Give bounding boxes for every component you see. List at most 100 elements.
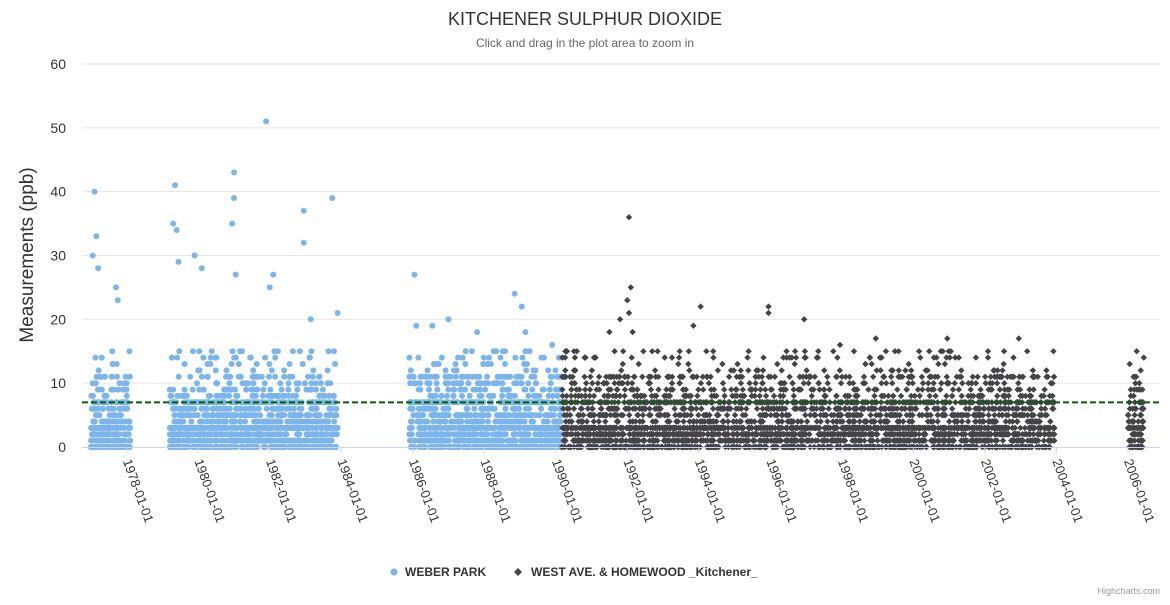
data-point-weber-park[interactable] <box>475 438 481 444</box>
data-point-weber-park[interactable] <box>90 380 96 386</box>
data-point-weber-park[interactable] <box>192 253 198 259</box>
data-point-weber-park[interactable] <box>420 431 426 437</box>
data-point-weber-park[interactable] <box>492 431 498 437</box>
data-point-weber-park[interactable] <box>412 272 418 278</box>
data-point-weber-park[interactable] <box>484 361 490 367</box>
data-point-weber-park[interactable] <box>95 265 101 271</box>
data-point-weber-park[interactable] <box>544 438 550 444</box>
data-point-weber-park[interactable] <box>408 431 414 437</box>
data-point-weber-park[interactable] <box>507 412 513 418</box>
data-point-weber-park[interactable] <box>446 316 452 322</box>
data-point-weber-park[interactable] <box>114 361 120 367</box>
data-point-weber-park[interactable] <box>93 438 99 444</box>
data-point-weber-park[interactable] <box>205 438 211 444</box>
data-point-weber-park[interactable] <box>475 380 481 386</box>
data-point-weber-park[interactable] <box>197 438 203 444</box>
data-point-weber-park[interactable] <box>408 367 414 373</box>
data-point-weber-park[interactable] <box>499 419 505 425</box>
data-point-weber-park[interactable] <box>209 425 215 431</box>
data-point-weber-park[interactable] <box>263 118 269 124</box>
data-point-weber-park[interactable] <box>256 438 262 444</box>
data-point-weber-park[interactable] <box>320 387 326 393</box>
data-point-weber-park[interactable] <box>287 361 293 367</box>
data-point-weber-park[interactable] <box>309 348 315 354</box>
data-point-weber-park[interactable] <box>497 425 503 431</box>
data-point-weber-park[interactable] <box>424 419 430 425</box>
data-point-weber-park[interactable] <box>247 355 253 361</box>
data-point-weber-park[interactable] <box>409 419 415 425</box>
data-point-weber-park[interactable] <box>124 380 130 386</box>
data-point-weber-park[interactable] <box>469 348 475 354</box>
data-point-weber-park[interactable] <box>304 412 310 418</box>
data-point-weber-park[interactable] <box>282 393 288 399</box>
data-point-weber-park[interactable] <box>199 265 205 271</box>
data-point-weber-park[interactable] <box>176 348 182 354</box>
data-point-weber-park[interactable] <box>277 438 283 444</box>
data-point-weber-park[interactable] <box>177 412 183 418</box>
data-point-weber-park[interactable] <box>222 419 228 425</box>
data-point-weber-park[interactable] <box>470 425 476 431</box>
data-point-weber-park[interactable] <box>319 419 325 425</box>
data-point-weber-park[interactable] <box>236 374 242 380</box>
data-point-weber-park[interactable] <box>502 361 508 367</box>
data-point-weber-park[interactable] <box>520 355 526 361</box>
data-point-weber-park[interactable] <box>525 380 531 386</box>
data-point-weber-park[interactable] <box>125 425 131 431</box>
data-point-weber-park[interactable] <box>538 431 544 437</box>
data-point-weber-park[interactable] <box>115 297 121 303</box>
data-point-weber-park[interactable] <box>517 419 523 425</box>
data-point-weber-park[interactable] <box>406 355 412 361</box>
data-point-weber-park[interactable] <box>446 431 452 437</box>
data-point-weber-park[interactable] <box>290 348 296 354</box>
data-point-weber-park[interactable] <box>279 387 285 393</box>
data-point-weber-park[interactable] <box>549 374 555 380</box>
data-point-weber-park[interactable] <box>229 425 235 431</box>
data-point-weber-park[interactable] <box>168 393 174 399</box>
data-point-weber-park[interactable] <box>114 374 120 380</box>
data-point-weber-park[interactable] <box>231 170 237 176</box>
data-point-weber-park[interactable] <box>187 374 193 380</box>
data-point-weber-park[interactable] <box>417 380 423 386</box>
data-point-weber-park[interactable] <box>548 380 554 386</box>
data-point-weber-park[interactable] <box>255 406 261 412</box>
data-point-weber-park[interactable] <box>298 438 304 444</box>
data-point-weber-park[interactable] <box>331 431 337 437</box>
data-point-weber-park[interactable] <box>118 412 124 418</box>
data-point-weber-park[interactable] <box>250 367 256 373</box>
data-point-weber-park[interactable] <box>277 412 283 418</box>
data-point-weber-park[interactable] <box>411 374 417 380</box>
data-point-weber-park[interactable] <box>226 374 232 380</box>
data-point-weber-park[interactable] <box>262 355 268 361</box>
data-point-weber-park[interactable] <box>552 431 558 437</box>
data-point-weber-park[interactable] <box>266 374 272 380</box>
data-point-weber-park[interactable] <box>210 406 216 412</box>
data-point-weber-park[interactable] <box>275 419 281 425</box>
data-point-weber-park[interactable] <box>462 361 468 367</box>
data-point-weber-park[interactable] <box>208 419 214 425</box>
data-point-weber-park[interactable] <box>486 412 492 418</box>
data-point-weber-park[interactable] <box>489 406 495 412</box>
data-point-weber-park[interactable] <box>169 355 175 361</box>
data-point-weber-park[interactable] <box>485 380 491 386</box>
data-point-weber-park[interactable] <box>477 425 483 431</box>
data-point-weber-park[interactable] <box>533 380 539 386</box>
data-point-weber-park[interactable] <box>283 406 289 412</box>
data-point-weber-park[interactable] <box>456 425 462 431</box>
data-point-weber-park[interactable] <box>229 431 235 437</box>
data-point-weber-park[interactable] <box>205 374 211 380</box>
data-point-weber-park[interactable] <box>269 367 275 373</box>
data-point-weber-park[interactable] <box>213 393 219 399</box>
data-point-weber-park[interactable] <box>226 393 232 399</box>
data-point-weber-park[interactable] <box>265 438 271 444</box>
data-point-weber-park[interactable] <box>533 367 539 373</box>
data-point-weber-park[interactable] <box>89 425 95 431</box>
data-point-weber-park[interactable] <box>307 425 313 431</box>
data-point-weber-park[interactable] <box>180 419 186 425</box>
data-point-weber-park[interactable] <box>467 438 473 444</box>
data-point-weber-park[interactable] <box>93 412 99 418</box>
data-point-weber-park[interactable] <box>181 393 187 399</box>
data-point-weber-park[interactable] <box>285 387 291 393</box>
data-point-weber-park[interactable] <box>99 406 105 412</box>
data-point-weber-park[interactable] <box>267 387 273 393</box>
data-point-weber-park[interactable] <box>110 438 116 444</box>
